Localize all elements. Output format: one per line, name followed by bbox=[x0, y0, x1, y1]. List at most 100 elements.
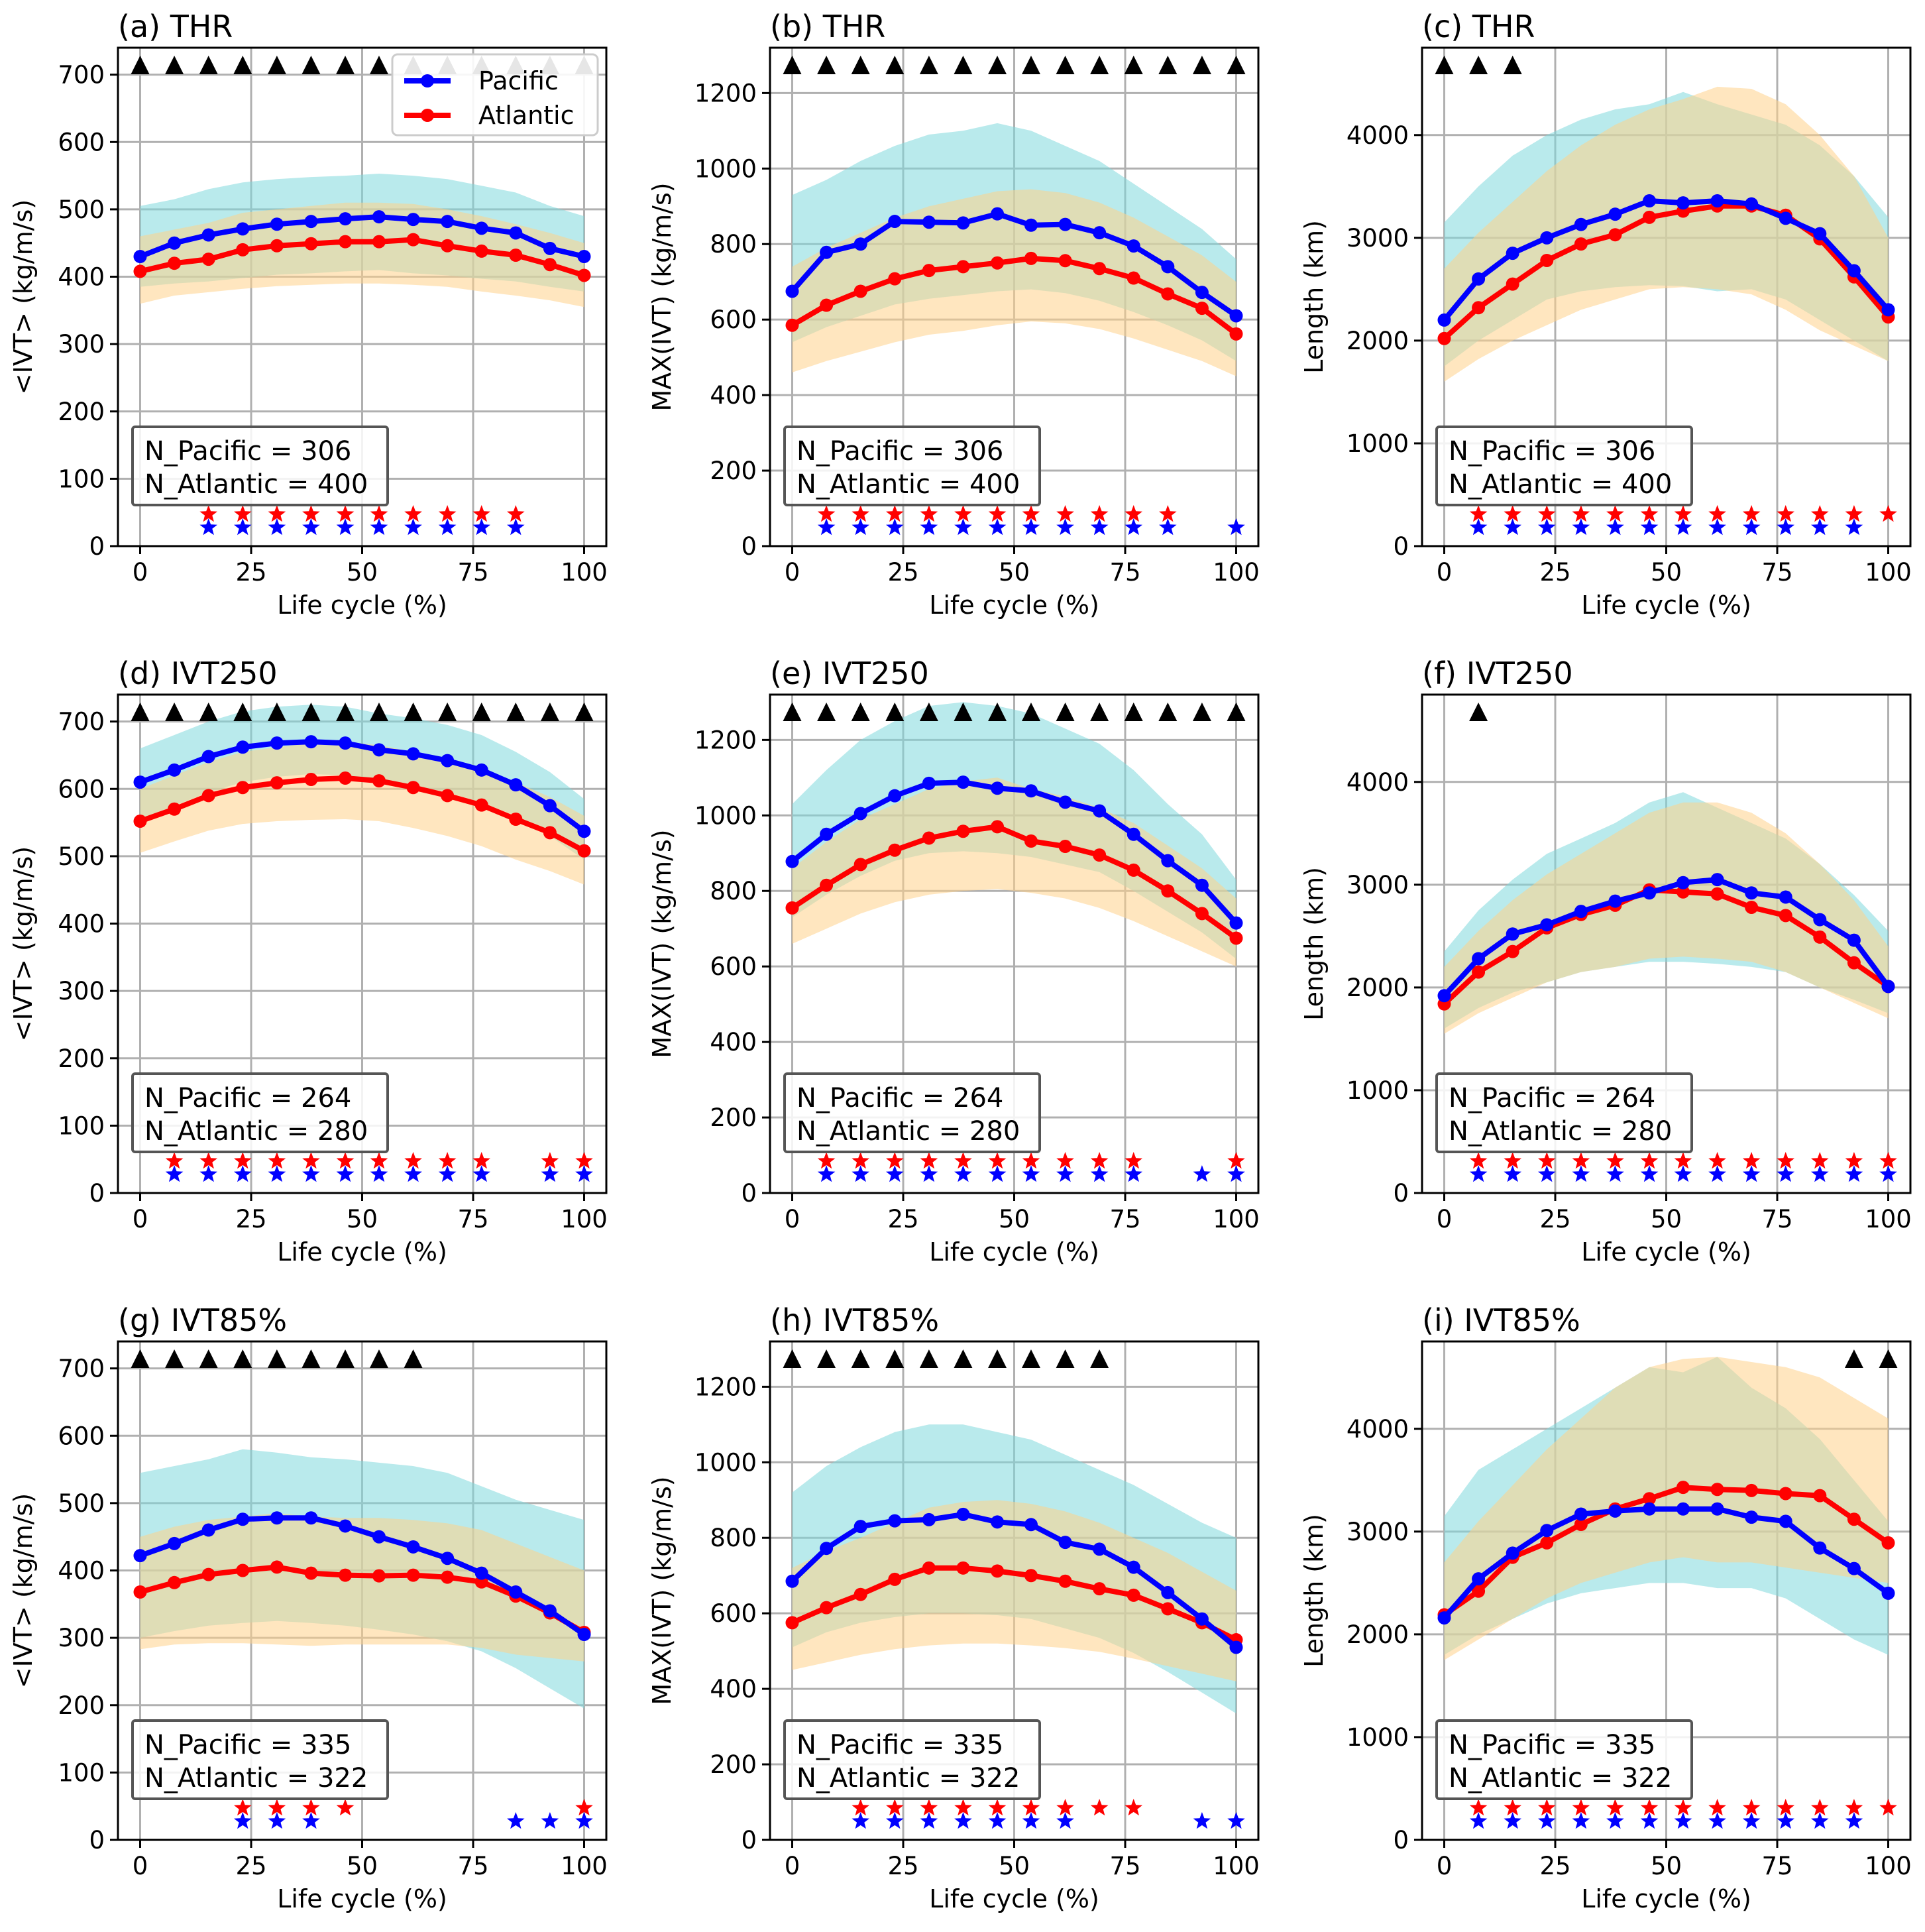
n-atlantic-label: N_Atlantic = 400 bbox=[1449, 469, 1672, 500]
y-tick-label: 800 bbox=[710, 230, 757, 258]
pacific-point bbox=[577, 250, 591, 264]
atlantic-point bbox=[1813, 1489, 1827, 1503]
y-tick-label: 300 bbox=[58, 977, 105, 1005]
significance-triangle bbox=[919, 1349, 938, 1368]
pacific-significance-star bbox=[404, 518, 422, 536]
atlantic-point bbox=[1779, 909, 1792, 923]
pacific-point bbox=[1643, 886, 1657, 900]
pacific-significance-star bbox=[575, 1812, 593, 1829]
atlantic-point bbox=[991, 820, 1005, 834]
pacific-significance-star bbox=[199, 518, 217, 536]
atlantic-point bbox=[1161, 287, 1175, 301]
panel-d: 0 25 50 75 100 0 100 200 300 400 500 600 700 (d) IVT2… bbox=[9, 655, 608, 1267]
pacific-significance-star bbox=[165, 1165, 184, 1182]
atlantic-significance-star bbox=[954, 1799, 972, 1816]
significance-triangle bbox=[472, 703, 491, 721]
atlantic-significance-star bbox=[920, 1799, 938, 1816]
y-tick-label: 1000 bbox=[694, 801, 757, 830]
atlantic-significance-star bbox=[1056, 1152, 1074, 1169]
significance-triangle bbox=[165, 56, 184, 74]
pacific-point bbox=[1229, 1640, 1243, 1654]
atlantic-significance-star bbox=[1640, 1152, 1659, 1169]
atlantic-significance-star bbox=[1708, 1799, 1726, 1816]
pacific-significance-star bbox=[1056, 1812, 1074, 1829]
x-tick-label: 25 bbox=[887, 558, 918, 587]
n-pacific-label: N_Pacific = 264 bbox=[144, 1083, 351, 1113]
y-axis-label: MAX(IVT) (kg/m/s) bbox=[647, 1476, 677, 1705]
atlantic-point bbox=[1881, 1536, 1895, 1550]
pacific-significance-star bbox=[438, 1165, 457, 1182]
significance-triangle bbox=[1056, 1349, 1075, 1368]
atlantic-significance-star bbox=[1845, 1799, 1863, 1816]
atlantic-significance-star bbox=[988, 505, 1007, 522]
atlantic-point bbox=[888, 1572, 902, 1586]
atlantic-point bbox=[201, 789, 215, 803]
pacific-point bbox=[236, 740, 250, 754]
pacific-point bbox=[1127, 239, 1140, 253]
pacific-significance-star bbox=[1538, 1165, 1556, 1182]
panel-title: (a) THR bbox=[118, 9, 233, 44]
pacific-point bbox=[474, 763, 488, 777]
pacific-point bbox=[441, 754, 455, 767]
y-tick-label: 1000 bbox=[1347, 429, 1409, 458]
significance-triangle bbox=[165, 1349, 184, 1368]
y-tick-label: 600 bbox=[710, 952, 757, 981]
n-atlantic-label: N_Atlantic = 322 bbox=[144, 1763, 368, 1793]
significance-triangle bbox=[438, 703, 457, 721]
atlantic-significance-star bbox=[336, 505, 355, 522]
atlantic-point bbox=[168, 1575, 182, 1589]
significance-triangle bbox=[336, 703, 355, 721]
atlantic-significance-star bbox=[438, 1152, 457, 1169]
x-tick-label: 25 bbox=[1539, 558, 1570, 587]
atlantic-point bbox=[339, 235, 353, 249]
atlantic-point bbox=[1643, 210, 1657, 224]
y-axis-label: Length (km) bbox=[1299, 220, 1329, 374]
pacific-point bbox=[1195, 878, 1209, 892]
pacific-significance-star bbox=[1777, 518, 1794, 536]
atlantic-point bbox=[1506, 277, 1519, 291]
atlantic-significance-star bbox=[1640, 1799, 1659, 1816]
significance-triangle bbox=[783, 56, 802, 74]
atlantic-significance-star bbox=[302, 1152, 320, 1169]
y-tick-label: 100 bbox=[58, 1111, 105, 1140]
atlantic-point bbox=[1161, 884, 1175, 898]
pacific-significance-star bbox=[268, 518, 286, 536]
atlantic-point bbox=[785, 901, 799, 915]
y-axis-label: MAX(IVT) (kg/m/s) bbox=[647, 829, 677, 1058]
pacific-point bbox=[956, 216, 970, 230]
pacific-significance-star bbox=[1227, 518, 1245, 536]
pacific-significance-star bbox=[1022, 1165, 1040, 1182]
significance-triangle bbox=[1192, 703, 1211, 721]
y-tick-label: 0 bbox=[89, 1179, 105, 1208]
pacific-point bbox=[853, 807, 867, 821]
atlantic-significance-star bbox=[575, 1152, 593, 1169]
atlantic-significance-star bbox=[370, 505, 388, 522]
y-tick-label: 0 bbox=[89, 1826, 105, 1854]
pacific-point bbox=[1710, 873, 1724, 887]
atlantic-point bbox=[372, 1569, 386, 1583]
y-tick-label: 2000 bbox=[1347, 1620, 1409, 1649]
panel-title: (e) IVT250 bbox=[770, 655, 929, 691]
pacific-significance-star bbox=[302, 518, 320, 536]
pacific-point bbox=[441, 1552, 455, 1565]
pacific-significance-star bbox=[1538, 518, 1556, 536]
atlantic-point bbox=[543, 258, 557, 272]
sample-size-box bbox=[1435, 1719, 1693, 1800]
pacific-significance-star bbox=[954, 1812, 972, 1829]
x-axis-label: Life cycle (%) bbox=[277, 1884, 447, 1913]
atlantic-significance-star bbox=[1777, 1152, 1794, 1169]
pacific-significance-star bbox=[268, 1812, 286, 1829]
atlantic-point bbox=[1437, 331, 1451, 345]
pacific-spread-band bbox=[140, 705, 584, 860]
significance-triangle bbox=[1435, 56, 1454, 74]
pacific-significance-star bbox=[988, 1165, 1007, 1182]
atlantic-significance-star bbox=[1674, 1799, 1692, 1816]
significance-triangle bbox=[369, 56, 388, 74]
atlantic-point bbox=[820, 1601, 834, 1615]
pacific-significance-star bbox=[1090, 518, 1109, 536]
atlantic-significance-star bbox=[886, 1152, 904, 1169]
significance-triangle bbox=[1879, 1349, 1898, 1368]
pacific-point bbox=[304, 1511, 318, 1525]
atlantic-significance-star bbox=[1090, 1152, 1109, 1169]
sample-size-box bbox=[131, 426, 389, 506]
